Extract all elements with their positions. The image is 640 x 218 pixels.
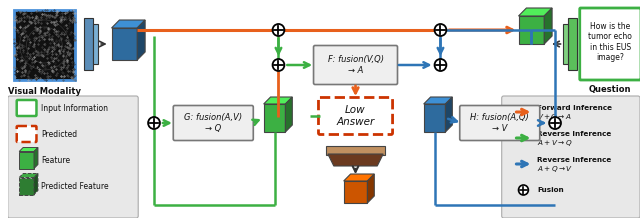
Polygon shape — [445, 97, 452, 132]
FancyBboxPatch shape — [460, 106, 540, 140]
Text: F: fusion(V,Q)
→ A: F: fusion(V,Q) → A — [328, 55, 383, 75]
Text: Feature: Feature — [42, 155, 70, 165]
Polygon shape — [328, 154, 383, 166]
Bar — [93, 24, 98, 64]
Polygon shape — [137, 20, 145, 60]
Text: Predicted Feature: Predicted Feature — [42, 182, 109, 191]
Polygon shape — [424, 97, 452, 104]
Text: $V + Q \rightarrow A$: $V + Q \rightarrow A$ — [537, 112, 572, 122]
Text: Fusion: Fusion — [537, 187, 564, 193]
Text: Forward Inference: Forward Inference — [537, 105, 612, 111]
Polygon shape — [344, 181, 367, 203]
Circle shape — [273, 24, 284, 36]
Text: Low
Answer: Low Answer — [337, 105, 374, 127]
Text: Question: Question — [589, 85, 632, 94]
Text: $A + V \rightarrow Q$: $A + V \rightarrow Q$ — [537, 138, 573, 148]
Text: How is the
tumor echo
in this EUS
image?: How is the tumor echo in this EUS image? — [588, 22, 632, 62]
Circle shape — [435, 59, 446, 71]
Text: Reverse Inference: Reverse Inference — [537, 131, 612, 137]
Circle shape — [435, 24, 446, 36]
Polygon shape — [19, 174, 38, 177]
FancyBboxPatch shape — [173, 106, 253, 140]
Bar — [563, 24, 568, 64]
Bar — [84, 18, 93, 70]
Polygon shape — [518, 8, 552, 16]
FancyBboxPatch shape — [17, 126, 36, 142]
Circle shape — [549, 117, 561, 129]
Bar — [13, 10, 75, 80]
Text: Predicted: Predicted — [42, 129, 77, 138]
Polygon shape — [424, 104, 445, 132]
Polygon shape — [518, 16, 544, 44]
Polygon shape — [264, 104, 285, 132]
Polygon shape — [19, 177, 34, 194]
Polygon shape — [34, 148, 38, 169]
FancyBboxPatch shape — [314, 46, 397, 85]
Bar — [326, 146, 385, 155]
Text: Input Information: Input Information — [42, 104, 108, 112]
Circle shape — [518, 185, 529, 195]
Polygon shape — [367, 174, 374, 203]
FancyBboxPatch shape — [8, 96, 138, 218]
Text: $A + Q \rightarrow V$: $A + Q \rightarrow V$ — [537, 164, 573, 174]
Polygon shape — [544, 8, 552, 44]
Text: G: fusion(A,V)
→ Q: G: fusion(A,V) → Q — [184, 113, 243, 133]
Polygon shape — [264, 97, 292, 104]
Polygon shape — [19, 152, 34, 169]
Polygon shape — [34, 174, 38, 194]
Polygon shape — [111, 28, 137, 60]
Polygon shape — [285, 97, 292, 132]
Polygon shape — [19, 148, 38, 152]
FancyBboxPatch shape — [502, 96, 640, 218]
Text: H: fusion(A,Q)
→ V: H: fusion(A,Q) → V — [470, 113, 529, 133]
Polygon shape — [344, 174, 374, 181]
Bar — [568, 18, 577, 70]
Text: Visual Modality: Visual Modality — [8, 87, 81, 96]
FancyBboxPatch shape — [319, 97, 392, 135]
Circle shape — [273, 59, 284, 71]
Circle shape — [148, 117, 160, 129]
Polygon shape — [111, 20, 145, 28]
FancyBboxPatch shape — [17, 100, 36, 116]
FancyBboxPatch shape — [580, 8, 640, 80]
Text: Reverse Inference: Reverse Inference — [537, 157, 612, 163]
